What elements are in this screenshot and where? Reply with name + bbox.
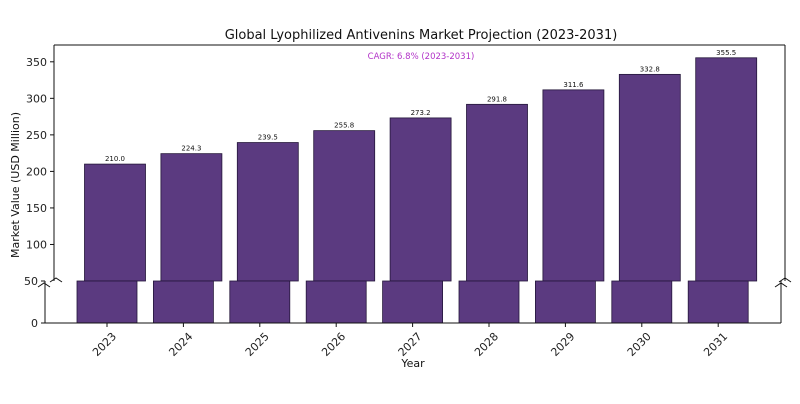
- x-tick-label-2028: 2028: [472, 330, 501, 359]
- bar-lower-2025: [229, 280, 291, 324]
- axis-break-left-upper: [49, 277, 63, 283]
- x-tick-label-2024: 2024: [166, 330, 195, 359]
- y-tick-label-upper-100: 100: [26, 238, 47, 251]
- axis-break-right-lower: [774, 282, 788, 288]
- bar-lower-2030: [611, 280, 673, 324]
- bar-upper-2028: [466, 103, 528, 282]
- data-label-2030: 332.8: [640, 65, 660, 73]
- bar-upper-2024: [160, 153, 223, 282]
- bar-lower-2031: [687, 280, 749, 324]
- x-tick-label-2030: 2030: [625, 330, 654, 359]
- x-tick-label-2026: 2026: [319, 330, 348, 359]
- axis-break-left-lower: [37, 282, 51, 288]
- data-label-2029: 311.6: [563, 81, 584, 89]
- y-tick-label-lower-0: 0: [31, 317, 38, 330]
- data-label-2024: 224.3: [181, 145, 201, 153]
- x-tick-label-2027: 2027: [396, 330, 425, 359]
- y-axis-label: Market Value (USD Million): [9, 112, 22, 258]
- x-axis-label: Year: [400, 357, 425, 370]
- bar-upper-2027: [389, 117, 452, 282]
- bar-lower-2028: [458, 280, 520, 324]
- data-label-2031: 355.5: [716, 49, 736, 57]
- bar-lower-2027: [382, 280, 444, 324]
- data-label-2027: 273.2: [411, 109, 431, 117]
- bar-upper-2031: [695, 57, 758, 282]
- y-tick-label-upper-250: 250: [26, 129, 47, 142]
- bar-lower-2024: [152, 280, 214, 324]
- y-tick-label-upper-150: 150: [26, 202, 47, 215]
- y-tick-label-lower-50: 50: [24, 275, 38, 288]
- y-tick-label-upper-300: 300: [26, 92, 47, 105]
- chart-title: Global Lyophilized Antivenins Market Pro…: [225, 28, 618, 43]
- bar-lower-2026: [305, 280, 367, 324]
- bar-upper-2029: [542, 89, 605, 282]
- bar-lower-2029: [535, 280, 596, 324]
- bar-upper-2030: [618, 73, 681, 282]
- bar-upper-2025: [236, 142, 299, 282]
- bar-upper-2023: [84, 163, 146, 282]
- bar-lower-2023: [76, 280, 138, 324]
- data-label-2026: 255.8: [334, 122, 354, 130]
- data-label-2025: 239.5: [258, 134, 278, 142]
- x-tick-label-2025: 2025: [243, 330, 272, 359]
- cagr-annotation: CAGR: 6.8% (2023-2031): [368, 52, 475, 62]
- y-tick-label-upper-200: 200: [26, 165, 47, 178]
- data-label-2023: 210.0: [105, 155, 125, 163]
- bar-upper-2026: [313, 130, 376, 282]
- chart-layer: 210.0 2023 224.3 2024 239.5 2025 255.8 2026 273.…: [24, 44, 792, 359]
- x-tick-label-2023: 2023: [90, 330, 119, 359]
- y-tick-label-upper-350: 350: [26, 56, 47, 69]
- data-label-2028: 291.8: [487, 95, 507, 103]
- x-tick-label-2029: 2029: [548, 330, 577, 359]
- x-tick-label-2031: 2031: [701, 330, 730, 359]
- axis-break-right-upper: [778, 277, 792, 283]
